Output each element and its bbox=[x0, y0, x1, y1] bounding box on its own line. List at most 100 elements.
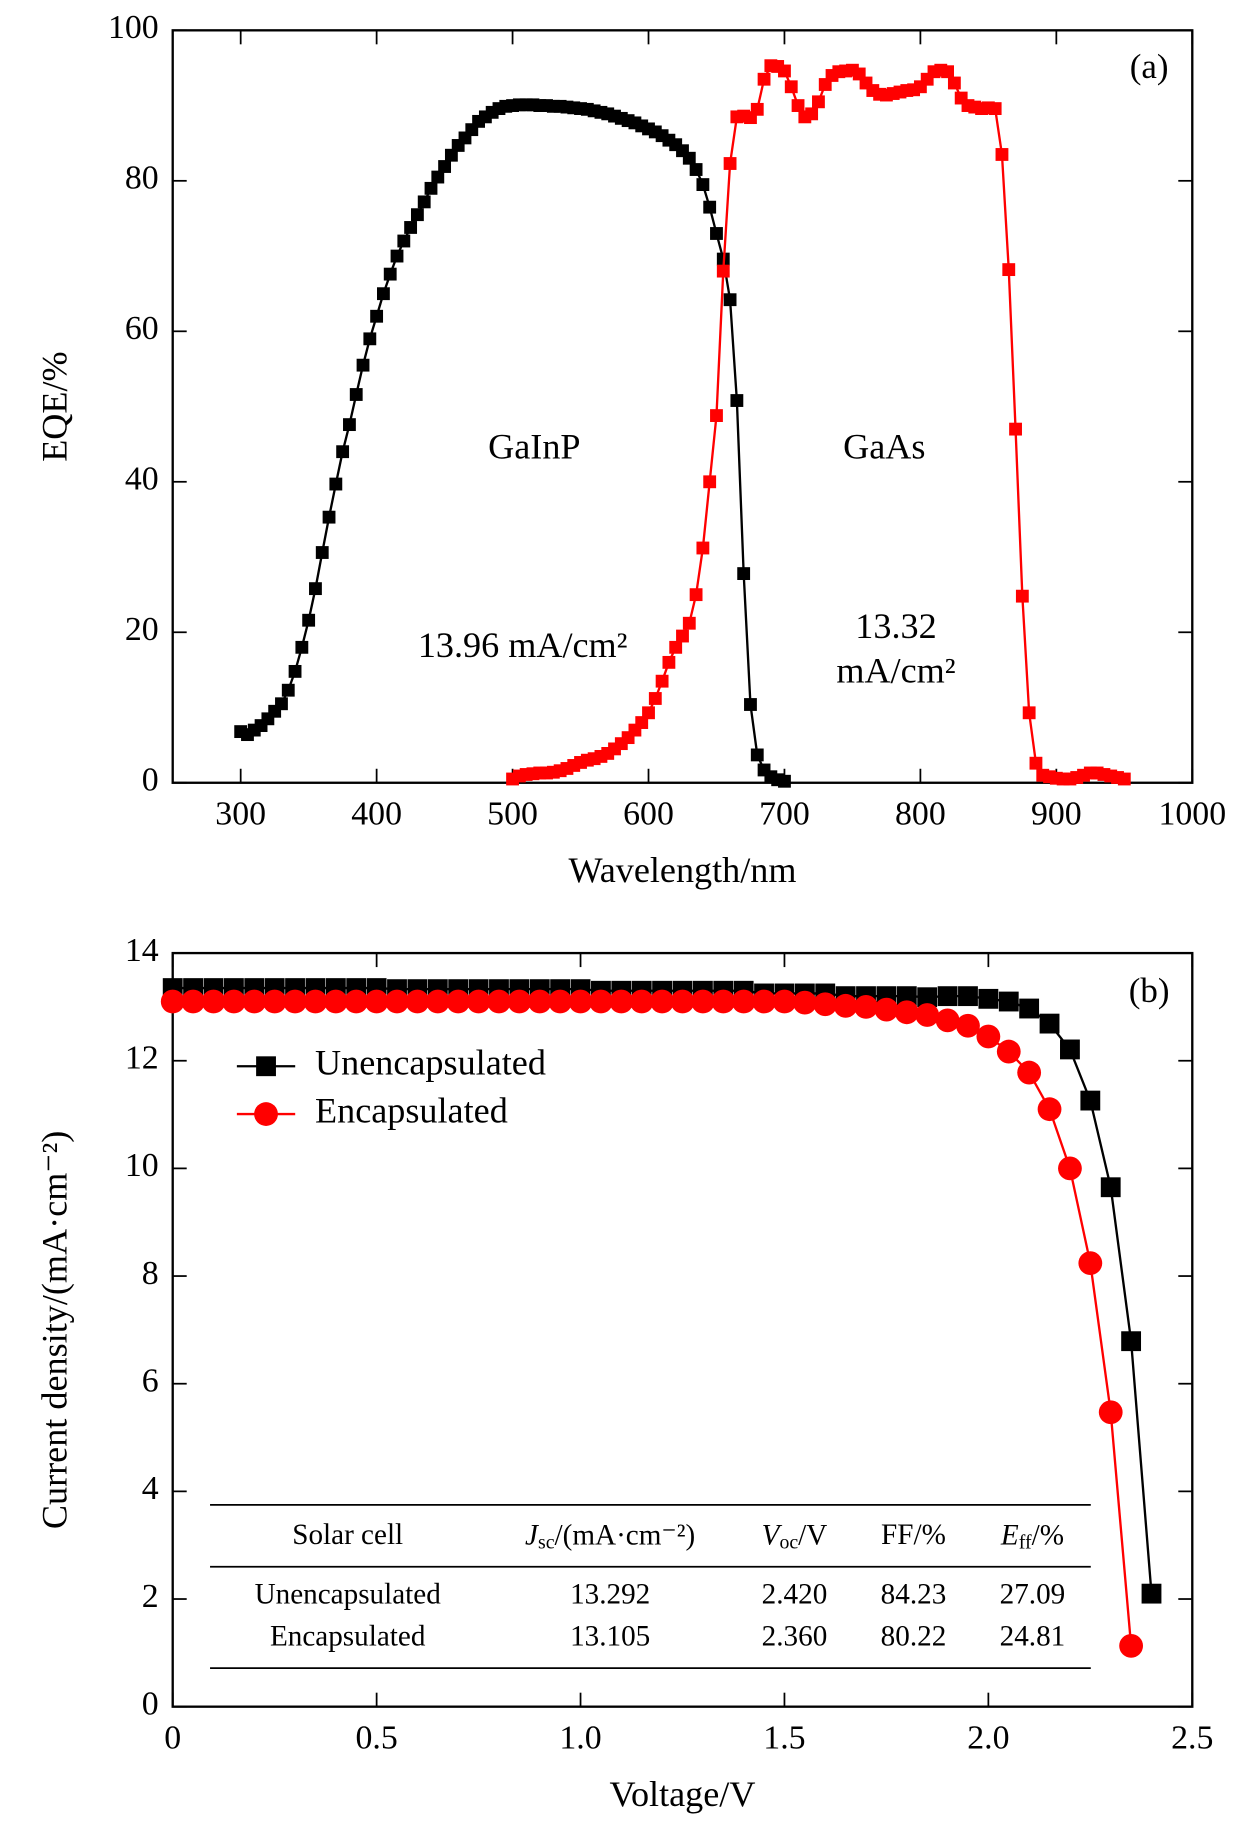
legend-marker bbox=[254, 1102, 278, 1126]
marker bbox=[682, 151, 696, 165]
annotation: GaAs bbox=[843, 427, 925, 467]
marker bbox=[466, 989, 491, 1014]
marker bbox=[405, 989, 430, 1014]
table-cell: 2.420 bbox=[762, 1579, 828, 1611]
table-cell: 2.360 bbox=[762, 1621, 828, 1653]
series-line bbox=[512, 64, 1125, 781]
marker bbox=[424, 181, 438, 195]
marker bbox=[487, 989, 511, 1014]
marker bbox=[262, 989, 287, 1014]
x-tick-label: 1.0 bbox=[559, 1719, 601, 1756]
marker bbox=[444, 148, 458, 162]
marker bbox=[655, 674, 669, 688]
marker bbox=[648, 692, 662, 705]
marker bbox=[744, 698, 757, 711]
marker bbox=[425, 989, 450, 1014]
y-tick-label: 100 bbox=[108, 9, 159, 46]
x-tick-label: 700 bbox=[759, 795, 810, 832]
marker bbox=[750, 102, 764, 116]
marker bbox=[1141, 1583, 1162, 1604]
marker bbox=[431, 170, 445, 184]
marker bbox=[696, 178, 710, 191]
plot-frame bbox=[171, 951, 1194, 1708]
marker bbox=[303, 989, 328, 1014]
table-cell: 24.81 bbox=[1000, 1621, 1066, 1653]
marker bbox=[703, 200, 717, 214]
marker bbox=[1002, 263, 1016, 277]
marker bbox=[1029, 756, 1043, 770]
y-tick-label: 6 bbox=[142, 1362, 159, 1399]
marker bbox=[568, 989, 593, 1014]
y-tick-label: 40 bbox=[125, 461, 159, 498]
marker bbox=[1017, 1060, 1042, 1085]
marker bbox=[221, 989, 246, 1014]
marker bbox=[792, 990, 817, 1015]
header-symbol: J bbox=[525, 1519, 540, 1551]
y-tick-label: 8 bbox=[142, 1255, 159, 1292]
marker bbox=[995, 148, 1009, 161]
table-header: Eff/% bbox=[1000, 1519, 1064, 1553]
marker bbox=[696, 541, 710, 555]
marker bbox=[757, 72, 771, 86]
x-axis-label: Voltage/V bbox=[610, 1774, 756, 1814]
marker bbox=[662, 655, 676, 669]
marker bbox=[988, 102, 1002, 115]
marker bbox=[397, 234, 411, 248]
marker bbox=[682, 616, 696, 630]
marker bbox=[996, 1039, 1021, 1064]
marker bbox=[275, 697, 288, 711]
marker bbox=[669, 640, 683, 654]
table-header: Solar cell bbox=[292, 1519, 403, 1551]
header-unit: /V bbox=[798, 1519, 827, 1551]
marker bbox=[446, 989, 471, 1014]
annotation: 13.96 mA/cm² bbox=[418, 625, 628, 665]
table-cell: 84.23 bbox=[881, 1579, 947, 1611]
marker bbox=[937, 986, 958, 1007]
marker bbox=[750, 748, 764, 762]
x-tick-label: 400 bbox=[351, 795, 402, 832]
marker bbox=[417, 195, 431, 209]
marker bbox=[737, 567, 751, 581]
y-axis-label: EQE/% bbox=[35, 351, 75, 461]
x-tick-label: 500 bbox=[487, 795, 538, 832]
marker bbox=[385, 989, 409, 1014]
x-tick-label: 2.5 bbox=[1171, 1719, 1213, 1756]
marker bbox=[805, 107, 819, 121]
marker bbox=[730, 394, 744, 407]
marker bbox=[723, 157, 737, 170]
marker bbox=[344, 989, 369, 1014]
marker bbox=[507, 989, 532, 1014]
marker bbox=[689, 163, 703, 176]
marker bbox=[281, 683, 295, 697]
marker bbox=[812, 95, 825, 109]
marker bbox=[1009, 422, 1022, 436]
x-axis-label: Wavelength/nm bbox=[568, 850, 796, 890]
marker bbox=[242, 989, 267, 1014]
marker bbox=[703, 475, 717, 489]
x-tick-label: 0 bbox=[164, 1719, 181, 1756]
y-tick-label: 4 bbox=[142, 1470, 159, 1507]
annotation: 13.32 bbox=[855, 606, 936, 646]
marker bbox=[896, 986, 917, 1007]
marker bbox=[1098, 1400, 1123, 1425]
marker bbox=[772, 989, 797, 1014]
marker bbox=[1121, 1331, 1142, 1352]
marker bbox=[958, 986, 978, 1007]
marker bbox=[1078, 1251, 1103, 1276]
y-tick-label: 20 bbox=[125, 611, 159, 648]
header-subscript: ff bbox=[1019, 1531, 1032, 1553]
table-header: Jsc/(mA·cm⁻²) bbox=[525, 1519, 695, 1553]
header-unit: /% bbox=[1032, 1519, 1064, 1551]
header-subscript: oc bbox=[779, 1531, 798, 1553]
marker bbox=[302, 613, 316, 627]
y-tick-label: 0 bbox=[142, 1685, 159, 1722]
marker bbox=[778, 774, 791, 788]
marker bbox=[323, 989, 348, 1014]
table-cell: 13.292 bbox=[570, 1579, 650, 1611]
marker bbox=[1058, 1156, 1082, 1181]
marker bbox=[935, 1008, 960, 1033]
x-tick-label: 300 bbox=[215, 795, 266, 832]
marker bbox=[676, 629, 689, 643]
marker bbox=[364, 989, 389, 1014]
marker bbox=[1080, 1090, 1101, 1111]
